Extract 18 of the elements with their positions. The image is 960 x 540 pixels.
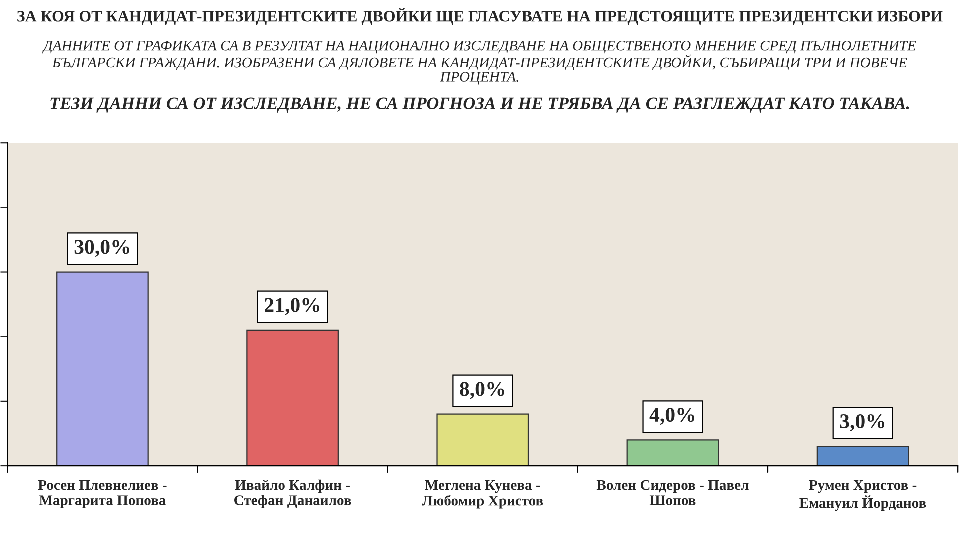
x-tick-label: Ивайло Калфин - Стефан Данаилов [234, 480, 352, 508]
text: ТЕЗИ ДАННИ СА ОТ ИЗСЛЕДВАНЕ, НЕ СА ПРОГНОЗА И НЕ ТРЯБВА ДА СЕ РАЗГЛЕЖДАТ КАТО ТАКАВА. [50, 98, 910, 113]
data-label: 21,0% [265, 298, 320, 316]
bar [626, 440, 720, 466]
chart-title: ЗА КОЯ ОТ КАНДИДАТ-ПРЕЗИДЕНТСКИТЕ ДВОЙКИ ЩЕ ГЛАСУВАТЕ НА ПРЕДСТОЯЩИТЕ ПРЕЗИДЕНТСКИ ИЗБОРИ [18, 8, 943, 26]
data-label: 8,0% [460, 382, 504, 400]
data-label: 4,0% [650, 408, 694, 426]
x-tick-label: Меглена Кунева - Любомир Христов [422, 480, 544, 509]
bar [816, 446, 910, 466]
x-tick-label: Росен Плевнелиев - Маргарита Попова [38, 480, 167, 508]
bar [436, 414, 530, 466]
x-tick-label: Волен Сидеров - Павел Шопов [596, 480, 749, 506]
data-label: 3,0% [840, 414, 885, 432]
bar [56, 272, 149, 466]
bar [246, 330, 339, 466]
x-tick-label: Румен Христов - Емануил Йорданов [800, 480, 926, 512]
data-label: 30,0% [74, 240, 130, 258]
chart-subtitle: ДАННИТЕ ОТ ГРАФИКАТА СА В РЕЗУЛТАТ НА НАЦИОНАЛНО ИЗСЛЕДВАНЕ НА ОБЩЕСТВЕНОТО МНЕНИЕ СРЕД ПЪЛНОЛЕТНИТЕ БЪЛГАРСКИ ГРАЖДАНИ. ИЗОБРАЗЕНИ СА ДЯЛОВЕТЕ НА КАНДИДАТ-ПРЕЗИДЕНТСКИТЕ ДВОЙКИ, СЪБИРАЩИ ТРИ И ПОВЕЧЕ ПРОЦЕНТА. [42, 40, 916, 85]
